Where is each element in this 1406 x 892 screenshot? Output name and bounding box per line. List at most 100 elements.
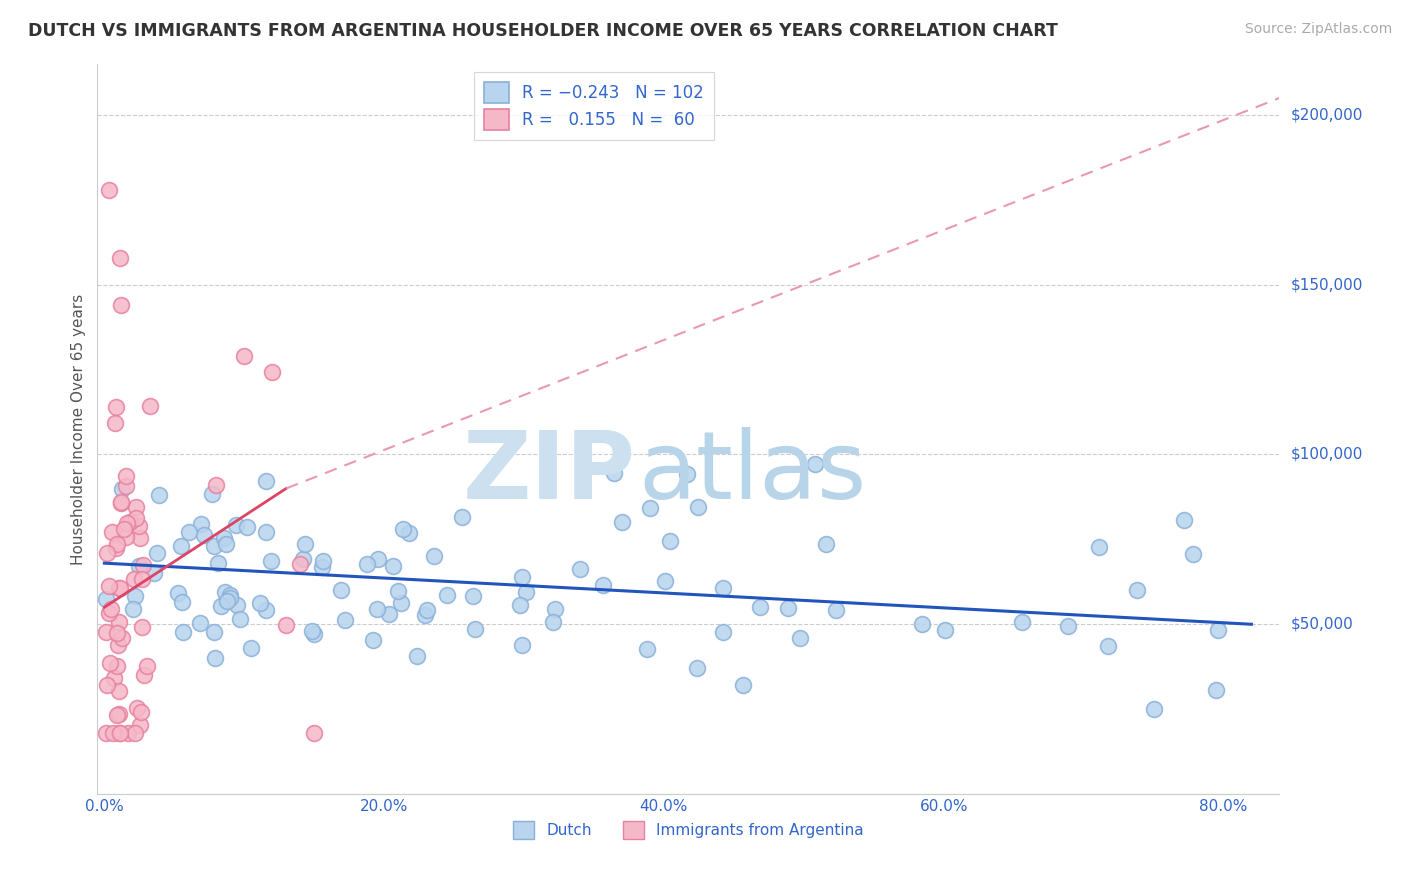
Point — [1088, 540, 1111, 554]
Point — [636, 641, 658, 656]
Point — [398, 525, 420, 540]
Point — [172, 625, 194, 640]
Point — [387, 584, 409, 599]
Point — [1011, 615, 1033, 629]
Point — [226, 598, 249, 612]
Point — [214, 584, 236, 599]
Point — [139, 399, 162, 413]
Point — [128, 518, 150, 533]
Point — [107, 708, 129, 723]
Point — [188, 616, 211, 631]
Text: atlas: atlas — [638, 427, 868, 519]
Point — [1097, 639, 1119, 653]
Point — [110, 298, 132, 312]
Point — [118, 515, 141, 529]
Point — [333, 614, 356, 628]
Point — [276, 617, 298, 632]
Point — [143, 566, 166, 580]
Text: $200,000: $200,000 — [1291, 108, 1362, 122]
Point — [201, 487, 224, 501]
Point — [107, 684, 129, 698]
Point — [129, 532, 152, 546]
Point — [107, 726, 129, 740]
Point — [731, 678, 754, 692]
Text: $100,000: $100,000 — [1291, 447, 1362, 462]
Point — [101, 726, 124, 740]
Point — [367, 551, 389, 566]
Y-axis label: Householder Income Over 65 years: Householder Income Over 65 years — [72, 293, 86, 565]
Point — [776, 601, 799, 615]
Point — [592, 578, 614, 592]
Point — [815, 537, 838, 551]
Point — [423, 549, 446, 563]
Point — [824, 603, 846, 617]
Point — [676, 467, 699, 482]
Point — [218, 591, 240, 606]
Point — [911, 617, 934, 632]
Point — [509, 599, 531, 613]
Point — [461, 589, 484, 603]
Point — [103, 671, 125, 685]
Point — [98, 607, 121, 621]
Point — [108, 726, 131, 740]
Point — [101, 524, 124, 539]
Point — [131, 572, 153, 586]
Point — [382, 559, 405, 574]
Point — [125, 500, 148, 515]
Point — [711, 625, 734, 640]
Point — [1208, 623, 1230, 637]
Point — [115, 530, 138, 544]
Point — [603, 466, 626, 480]
Point — [262, 366, 284, 380]
Point — [610, 515, 633, 529]
Point — [356, 558, 378, 572]
Point — [406, 649, 429, 664]
Point — [378, 607, 401, 621]
Point — [464, 622, 486, 636]
Point — [104, 541, 127, 555]
Point — [129, 705, 152, 719]
Point — [209, 599, 232, 614]
Point — [515, 584, 537, 599]
Point — [290, 557, 312, 571]
Point — [207, 556, 229, 570]
Point — [108, 251, 131, 265]
Point — [112, 522, 135, 536]
Point — [108, 581, 131, 595]
Point — [294, 537, 316, 551]
Point — [190, 516, 212, 531]
Point — [107, 638, 129, 652]
Point — [117, 726, 139, 740]
Point — [254, 525, 277, 540]
Point — [100, 602, 122, 616]
Point — [131, 620, 153, 634]
Point — [97, 183, 120, 197]
Point — [104, 401, 127, 415]
Point — [193, 527, 215, 541]
Point — [96, 726, 118, 740]
Point — [235, 520, 257, 534]
Point — [436, 588, 458, 602]
Point — [177, 524, 200, 539]
Point — [685, 661, 707, 675]
Point — [711, 582, 734, 596]
Point — [659, 534, 682, 549]
Point — [108, 615, 131, 629]
Point — [366, 602, 388, 616]
Point — [122, 601, 145, 615]
Point — [111, 482, 134, 496]
Point — [105, 658, 128, 673]
Point — [1173, 513, 1195, 527]
Point — [134, 668, 156, 682]
Point — [510, 570, 533, 584]
Point — [128, 717, 150, 731]
Text: $50,000: $50,000 — [1291, 616, 1353, 632]
Point — [510, 638, 533, 652]
Point — [311, 560, 333, 574]
Point — [108, 581, 131, 595]
Point — [124, 572, 146, 586]
Point — [115, 516, 138, 530]
Point — [654, 574, 676, 588]
Point — [115, 478, 138, 492]
Point — [260, 554, 283, 568]
